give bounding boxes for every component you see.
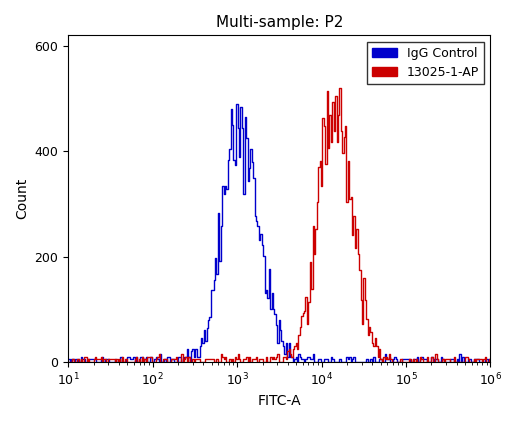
13025-1-AP: [66, 360, 72, 365]
Line: 13025-1-AP: 13025-1-AP: [69, 88, 490, 362]
Y-axis label: Count: Count: [15, 178, 29, 220]
IgG Control: [446, 360, 452, 365]
13025-1-AP: [330, 99, 336, 104]
IgG Control: [401, 357, 407, 362]
13025-1-AP: [486, 357, 493, 362]
13025-1-AP: [75, 357, 82, 362]
Legend: IgG Control, 13025-1-AP: IgG Control, 13025-1-AP: [367, 41, 484, 84]
13025-1-AP: [399, 360, 405, 365]
13025-1-AP: [337, 85, 343, 91]
Line: IgG Control: IgG Control: [69, 104, 490, 362]
IgG Control: [486, 357, 493, 362]
13025-1-AP: [444, 357, 450, 362]
IgG Control: [66, 357, 72, 362]
IgG Control: [234, 102, 240, 107]
X-axis label: FITC-A: FITC-A: [257, 394, 301, 408]
Title: Multi-sample: P2: Multi-sample: P2: [216, 15, 343, 30]
IgG Control: [204, 325, 210, 330]
IgG Control: [67, 360, 73, 365]
IgG Control: [333, 360, 339, 365]
13025-1-AP: [291, 346, 297, 351]
13025-1-AP: [203, 357, 209, 362]
IgG Control: [293, 354, 299, 359]
IgG Control: [77, 360, 83, 365]
